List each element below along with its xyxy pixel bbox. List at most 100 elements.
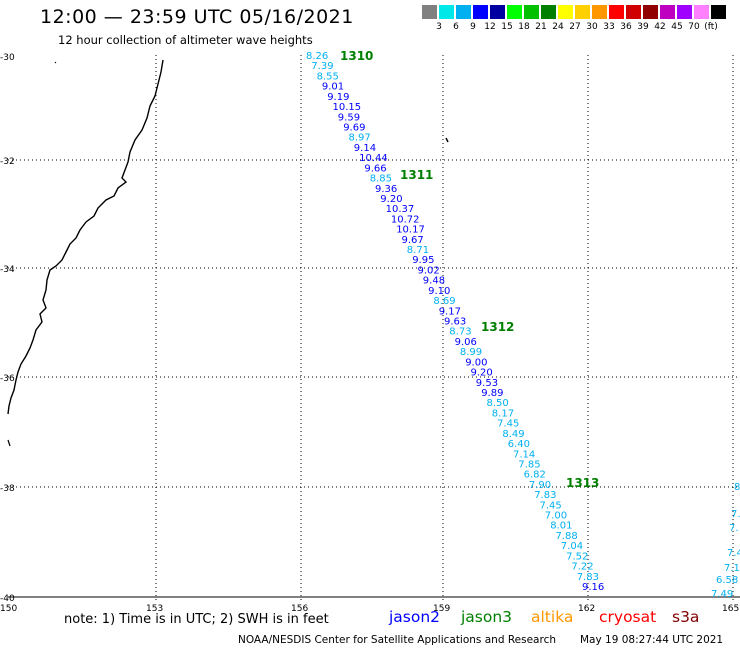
scale-swatch — [558, 5, 573, 19]
wave-height-value: 8 — [734, 482, 740, 493]
latitude-label: -38 — [0, 484, 15, 494]
wave-height-value: 9.48 — [423, 276, 445, 287]
wave-height-value: 7.90 — [529, 480, 551, 491]
scale-swatch — [609, 5, 624, 19]
wave-height-value: 9.53 — [476, 378, 498, 389]
wave-height-value: 7.04 — [561, 541, 583, 552]
scale-swatch — [592, 5, 607, 19]
wave-height-value: 8.99 — [460, 347, 482, 358]
wave-height-value: 9.36 — [375, 184, 397, 195]
longitude-label: 162 — [578, 604, 595, 614]
wave-height-value: 10.37 — [386, 204, 415, 215]
wave-height-value: 6.82 — [524, 470, 546, 481]
wave-height-value: 7. — [729, 523, 739, 534]
scale-label: 21 — [535, 22, 547, 32]
wave-height-value: 8.17 — [492, 408, 514, 419]
wave-height-value: 9.59 — [338, 112, 360, 123]
scale-swatch — [490, 5, 505, 19]
satellite-name: s3a — [672, 608, 700, 626]
scale-swatch — [694, 5, 709, 19]
credit-text: NOAA/NESDIS Center for Satellite Applica… — [238, 634, 556, 646]
pass-label: 1312 — [481, 320, 514, 334]
scale-label: (ft) — [704, 22, 718, 32]
latitude-label: -36 — [0, 374, 15, 384]
pass-label: 1310 — [340, 49, 373, 63]
scale-label: 27 — [569, 22, 581, 32]
map-subtitle: 12 hour collection of altimeter wave hei… — [58, 33, 313, 47]
wave-height-value: 9.00 — [465, 357, 487, 368]
wave-height-value: 10.17 — [396, 225, 425, 236]
map-title: 12:00 — 23:59 UTC 05/16/2021 — [40, 6, 354, 28]
timestamp-text: May 19 08:27:44 UTC 2021 — [580, 634, 724, 646]
wave-height-value: 7.83 — [577, 572, 599, 583]
wave-height-value: 9.17 — [439, 306, 461, 317]
map-grid — [8, 55, 740, 600]
scale-swatch — [507, 5, 522, 19]
scale-label: 6 — [453, 22, 459, 32]
wave-height-value: 8.73 — [449, 327, 471, 338]
scale-label: 36 — [620, 22, 632, 32]
scale-swatch — [456, 5, 471, 19]
wave-height-value: 7.83 — [534, 490, 556, 501]
scale-swatch — [439, 5, 454, 19]
scale-label: 45 — [671, 22, 683, 32]
wave-height-value: 10.72 — [391, 214, 420, 225]
scale-swatch — [473, 5, 488, 19]
wave-height-value: 7.52 — [566, 551, 588, 562]
satellite-name: altika — [531, 608, 574, 626]
longitude-label: 150 — [0, 604, 17, 614]
wave-height-value: 9.06 — [455, 337, 477, 348]
scale-swatch — [626, 5, 641, 19]
wave-height-value: 8.49 — [502, 429, 524, 440]
wave-height-value: 8.71 — [407, 245, 429, 256]
wave-height-value: 9.67 — [402, 235, 424, 246]
pass-label: 1313 — [566, 476, 599, 490]
longitude-label: 159 — [433, 604, 450, 614]
coastline — [7, 59, 164, 415]
longitude-label: 153 — [146, 604, 163, 614]
scale-swatch — [711, 5, 726, 19]
scale-label: 70 — [688, 22, 700, 32]
wave-height-value: 8.97 — [349, 133, 371, 144]
scale-label: 42 — [654, 22, 666, 32]
wave-height-value: 9.66 — [364, 163, 386, 174]
scale-label: 18 — [518, 22, 530, 32]
wave-height-value: 7.1 — [724, 563, 740, 574]
wave-height-value: 6.58 — [716, 575, 738, 586]
scale-swatch — [422, 5, 437, 19]
scale-swatch — [524, 5, 539, 19]
latitude-label: -34 — [0, 265, 15, 275]
satellite-name: jason2 — [389, 608, 441, 626]
wave-height-value: 6.40 — [508, 439, 530, 450]
wave-height-value: 7.22 — [571, 562, 593, 573]
wave-height-value: 9.20 — [471, 368, 493, 379]
scale-label: 33 — [603, 22, 615, 32]
wave-height-value: 7.45 — [540, 500, 562, 511]
wave-height-value: 8.85 — [370, 174, 392, 185]
wave-height-value: 9.69 — [343, 123, 365, 134]
scale-label: 3 — [436, 22, 442, 32]
wave-height-value: 7.4 — [727, 548, 740, 559]
wave-height-value: 9.02 — [418, 265, 440, 276]
wave-height-value: 9.95 — [412, 255, 434, 266]
wave-height-value: 7.00 — [545, 511, 567, 522]
wave-height-value: 9.10 — [428, 286, 450, 297]
scale-label: 12 — [484, 22, 496, 32]
pass-label: 1311 — [400, 168, 433, 182]
wave-height-value: 9.63 — [444, 317, 466, 328]
wave-height-value: 8.50 — [487, 398, 509, 409]
wave-height-value: 7. — [731, 509, 740, 520]
wave-height-value: 9.01 — [322, 82, 344, 93]
scale-swatch — [643, 5, 658, 19]
wave-height-value: 9.14 — [354, 143, 376, 154]
scale-label: 15 — [501, 22, 513, 32]
scale-label: 30 — [586, 22, 598, 32]
wave-height-value: 10.15 — [333, 102, 362, 113]
scale-swatch — [677, 5, 692, 19]
longitude-label: 165 — [722, 604, 739, 614]
wave-height-value: 8.26 — [306, 51, 328, 62]
latitude-label: -40 — [0, 594, 15, 604]
wave-height-value: 7.39 — [311, 61, 333, 72]
latitude-label: -32 — [0, 157, 15, 167]
